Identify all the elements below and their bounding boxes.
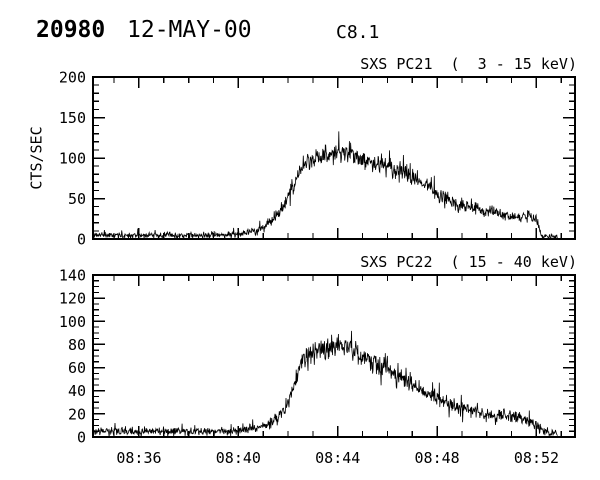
- y-tick-label: 120: [59, 290, 86, 308]
- y-tick-label: 150: [59, 109, 86, 127]
- x-minor-ticks: [113, 77, 562, 239]
- y-tick-label: 40: [68, 382, 86, 400]
- y-tick-label: 100: [59, 150, 86, 168]
- y-minor-ticks: [93, 84, 575, 232]
- y-tick-label: 140: [59, 267, 86, 285]
- goes-class: C8.1: [336, 22, 380, 43]
- flare-date: 12-MAY-00: [127, 17, 252, 43]
- y-minor-ticks: [93, 280, 575, 432]
- y-tick-label: 200: [59, 69, 86, 87]
- y-tick-label: 0: [77, 429, 86, 447]
- lightcurve-trace: [92, 330, 558, 437]
- panel1-title: SXS PC21 ( 3 - 15 keV): [360, 55, 577, 73]
- x-tick-label: 08:40: [216, 449, 261, 467]
- x-tick-label: 08:48: [415, 449, 460, 467]
- y-major-ticks: [93, 274, 575, 438]
- panel-frame: [92, 274, 576, 438]
- y-tick-label: 50: [68, 190, 86, 208]
- x-major-ticks: [138, 275, 538, 437]
- x-minor-ticks: [113, 275, 562, 437]
- y-major-ticks: [93, 76, 575, 240]
- y-tick-label: 100: [59, 313, 86, 331]
- x-tick-label: 08:36: [116, 449, 161, 467]
- y-tick-label: 0: [77, 231, 86, 249]
- y-tick-label: 20: [68, 405, 86, 423]
- y-tick-label: 60: [68, 359, 86, 377]
- y-tick-label: 80: [68, 336, 86, 354]
- x-major-ticks: [138, 77, 538, 239]
- flare-number: 20980: [36, 17, 106, 43]
- panel2-title: SXS PC22 ( 15 - 40 keV): [360, 253, 577, 271]
- x-tick-label: 08:52: [514, 449, 559, 467]
- lightcurve-trace: [92, 131, 558, 241]
- x-tick-label: 08:44: [315, 449, 360, 467]
